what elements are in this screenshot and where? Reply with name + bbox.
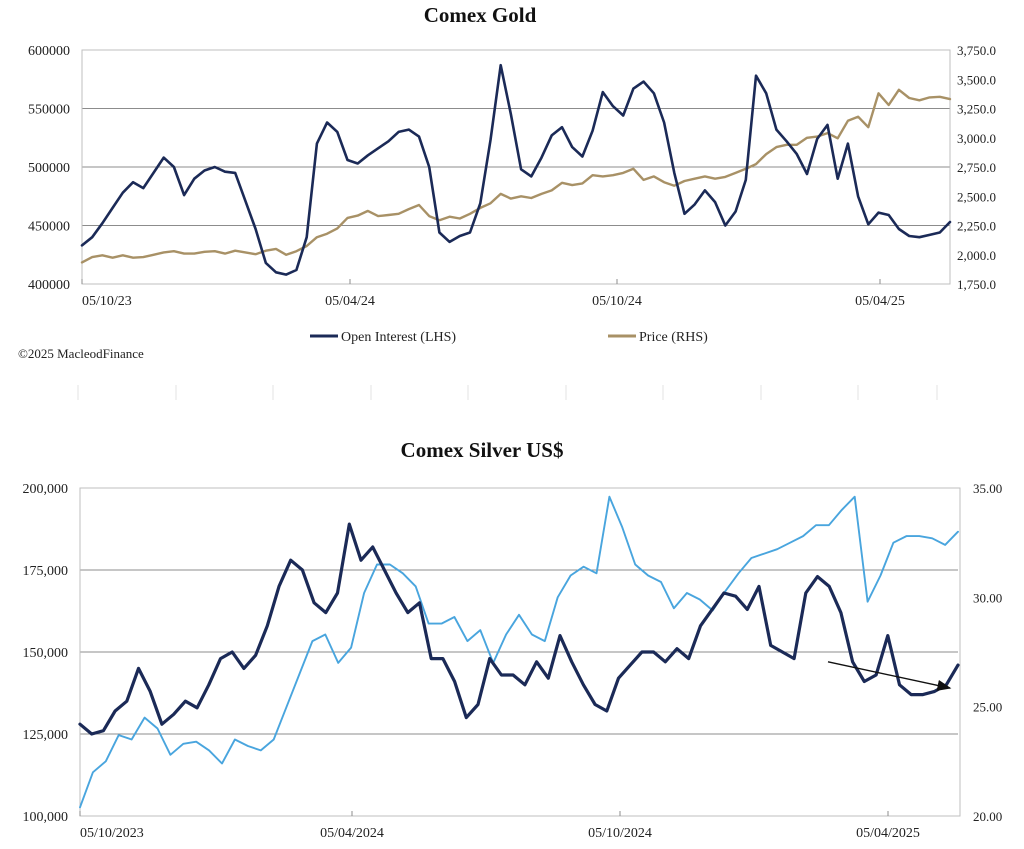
right-axis-tick-label: 3,500.0 xyxy=(957,72,996,87)
x-axis-tick-label: 05/04/2024 xyxy=(320,826,384,841)
legend-label-open-interest: Open Interest (LHS) xyxy=(341,330,456,345)
copyright-note: ©2025 MacleodFinance xyxy=(18,346,144,361)
silver-series-group xyxy=(78,495,960,809)
right-axis-tick-label: 2,250.0 xyxy=(957,219,996,234)
left-axis-tick-label: 100,000 xyxy=(23,810,69,825)
left-axis-tick-label: 150,000 xyxy=(23,646,69,661)
right-axis-tick-label: 1,750.0 xyxy=(957,277,996,292)
right-axis-tick-label: 35.00 xyxy=(973,481,1002,496)
left-axis-tick-label: 125,000 xyxy=(23,728,69,743)
left-axis-tick-label: 175,000 xyxy=(23,564,69,579)
silver-plot-frame xyxy=(79,487,961,817)
gold-legend: Open Interest (LHS) Price (RHS) xyxy=(310,330,708,345)
right-axis-tick-label: 2,750.0 xyxy=(957,160,996,175)
right-axis-tick-label: 2,000.0 xyxy=(957,248,996,263)
right-axis-tick-label: 30.00 xyxy=(973,590,1002,605)
price-series-line xyxy=(79,495,959,809)
silver-x-axis: 05/10/2023 05/04/2024 05/10/2024 05/04/2025 xyxy=(79,811,920,841)
trend-arrow xyxy=(827,661,952,691)
silver-gridlines xyxy=(80,569,958,735)
x-axis-tick-label: 05/04/2025 xyxy=(856,826,920,841)
x-axis-tick-label: 05/10/24 xyxy=(592,294,642,309)
open-interest-series-line xyxy=(80,63,952,276)
x-axis-tick-label: 05/10/2023 xyxy=(80,826,144,841)
open-interest-series-line xyxy=(78,522,960,736)
gold-left-axis: 400000 450000 500000 550000 600000 xyxy=(28,44,70,293)
silver-left-axis: 100,000 125,000 150,000 175,000 200,000 xyxy=(23,482,69,825)
gold-series-group xyxy=(80,63,952,276)
left-axis-tick-label: 400000 xyxy=(28,278,70,293)
gold-right-axis: 1,750.0 2,000.0 2,250.0 2,500.0 2,750.0 3,000… xyxy=(957,43,996,292)
x-axis-tick-label: 05/04/24 xyxy=(325,294,375,309)
x-axis-tick-label: 05/10/23 xyxy=(82,294,132,309)
silver-chart: Comex Silver US$ 100,000 125,000 150,000 17… xyxy=(23,438,1003,841)
right-axis-tick-label: 20.00 xyxy=(973,809,1002,824)
left-axis-tick-label: 200,000 xyxy=(23,482,69,497)
gold-plot-frame xyxy=(81,49,951,285)
right-axis-tick-label: 3,250.0 xyxy=(957,102,996,117)
price-series-line xyxy=(80,88,952,264)
gold-gridlines xyxy=(82,108,950,226)
left-axis-tick-label: 500000 xyxy=(28,161,70,176)
silver-chart-title: Comex Silver US$ xyxy=(401,438,564,462)
legend-label-price: Price (RHS) xyxy=(639,330,708,345)
right-axis-tick-label: 25.00 xyxy=(973,700,1002,715)
left-axis-tick-label: 450000 xyxy=(28,220,70,235)
section-divider xyxy=(77,385,938,400)
x-axis-tick-label: 05/04/25 xyxy=(855,294,905,309)
left-axis-tick-label: 600000 xyxy=(28,44,70,59)
right-axis-tick-label: 2,500.0 xyxy=(957,189,996,204)
gold-x-axis: 05/10/23 05/04/24 05/10/24 05/04/25 xyxy=(81,279,905,309)
gold-chart-title: Comex Gold xyxy=(424,3,537,27)
gold-chart: Comex Gold 400000 450000 500000 550000 60000… xyxy=(18,3,996,361)
x-axis-tick-label: 05/10/2024 xyxy=(588,826,652,841)
left-axis-tick-label: 550000 xyxy=(28,103,70,118)
silver-right-axis: 20.00 25.00 30.00 35.00 xyxy=(973,481,1002,824)
right-axis-tick-label: 3,750.0 xyxy=(957,43,996,58)
right-axis-tick-label: 3,000.0 xyxy=(957,131,996,146)
